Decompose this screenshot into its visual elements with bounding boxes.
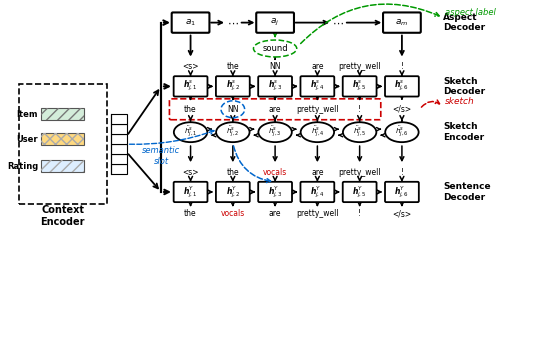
Text: $\boldsymbol{\ddot{h}}^s_{j,5}$: $\boldsymbol{\ddot{h}}^s_{j,5}$ bbox=[353, 124, 366, 140]
Text: $\cdots$: $\cdots$ bbox=[227, 17, 239, 28]
Text: $\boldsymbol{h}^s_{j,6}$: $\boldsymbol{h}^s_{j,6}$ bbox=[394, 79, 409, 94]
FancyBboxPatch shape bbox=[18, 84, 107, 204]
Text: !: ! bbox=[401, 167, 403, 177]
Text: $\boldsymbol{\ddot{h}}^s_{j,6}$: $\boldsymbol{\ddot{h}}^s_{j,6}$ bbox=[395, 124, 409, 140]
Text: $\boldsymbol{\ddot{h}}^s_{j,4}$: $\boldsymbol{\ddot{h}}^s_{j,4}$ bbox=[311, 124, 324, 140]
FancyBboxPatch shape bbox=[216, 76, 250, 96]
Ellipse shape bbox=[254, 40, 297, 57]
Text: $\boldsymbol{\ddot{h}}^s_{j,2}$: $\boldsymbol{\ddot{h}}^s_{j,2}$ bbox=[226, 124, 239, 140]
Text: Aspect
Decoder: Aspect Decoder bbox=[443, 13, 485, 32]
Text: !: ! bbox=[358, 105, 361, 114]
Ellipse shape bbox=[343, 122, 376, 142]
Text: $\boldsymbol{a_m}$: $\boldsymbol{a_m}$ bbox=[395, 17, 408, 28]
Text: are: are bbox=[269, 105, 281, 114]
Ellipse shape bbox=[258, 122, 292, 142]
Text: Sentence
Decoder: Sentence Decoder bbox=[443, 182, 491, 202]
FancyBboxPatch shape bbox=[300, 76, 334, 96]
Text: vocals: vocals bbox=[263, 167, 287, 177]
Bar bbox=[41, 133, 84, 145]
Text: are: are bbox=[311, 167, 324, 177]
Text: <s>: <s> bbox=[182, 62, 199, 71]
Text: $\boldsymbol{h}^s_{j,2}$: $\boldsymbol{h}^s_{j,2}$ bbox=[225, 79, 240, 94]
Text: $\cdots$: $\cdots$ bbox=[332, 17, 344, 28]
Text: the: the bbox=[184, 105, 197, 114]
FancyBboxPatch shape bbox=[172, 12, 209, 33]
Bar bbox=[111, 144, 127, 154]
FancyBboxPatch shape bbox=[385, 182, 419, 202]
FancyBboxPatch shape bbox=[258, 76, 292, 96]
Text: are: are bbox=[311, 62, 324, 71]
FancyBboxPatch shape bbox=[170, 99, 381, 120]
Text: sound: sound bbox=[262, 44, 288, 53]
FancyBboxPatch shape bbox=[173, 76, 207, 96]
FancyBboxPatch shape bbox=[343, 76, 377, 96]
Bar bbox=[111, 114, 127, 124]
Text: Sketch
Decoder: Sketch Decoder bbox=[443, 77, 485, 96]
Bar bbox=[111, 124, 127, 134]
FancyBboxPatch shape bbox=[383, 12, 421, 33]
Text: $\boldsymbol{h}^s_{j,1}$: $\boldsymbol{h}^s_{j,1}$ bbox=[183, 79, 198, 94]
Text: $\boldsymbol{a_j}$: $\boldsymbol{a_j}$ bbox=[270, 17, 280, 28]
Text: the: the bbox=[227, 62, 239, 71]
FancyBboxPatch shape bbox=[385, 76, 419, 96]
Text: $\boldsymbol{h}^Y_{j,1}$: $\boldsymbol{h}^Y_{j,1}$ bbox=[183, 184, 198, 200]
Text: $\boldsymbol{h}^s_{j,4}$: $\boldsymbol{h}^s_{j,4}$ bbox=[310, 79, 325, 94]
Text: User: User bbox=[17, 135, 38, 144]
Text: the: the bbox=[184, 209, 197, 218]
Text: <s>: <s> bbox=[182, 167, 199, 177]
Ellipse shape bbox=[174, 122, 207, 142]
Text: Sketch
Encoder: Sketch Encoder bbox=[443, 123, 484, 142]
Text: pretty_well: pretty_well bbox=[338, 167, 381, 177]
Text: Rating: Rating bbox=[7, 162, 38, 171]
Text: semantic
slot: semantic slot bbox=[142, 146, 180, 166]
Text: aspect label: aspect label bbox=[445, 8, 496, 17]
FancyBboxPatch shape bbox=[258, 182, 292, 202]
Text: $\boldsymbol{h}^Y_{j,2}$: $\boldsymbol{h}^Y_{j,2}$ bbox=[225, 184, 240, 200]
Text: !: ! bbox=[401, 62, 403, 71]
Text: Item: Item bbox=[17, 110, 38, 119]
Bar bbox=[41, 160, 84, 172]
Bar bbox=[111, 154, 127, 164]
Text: pretty_well: pretty_well bbox=[296, 105, 338, 114]
Text: !: ! bbox=[358, 209, 361, 218]
Bar bbox=[41, 108, 84, 120]
Text: $\boldsymbol{a_1}$: $\boldsymbol{a_1}$ bbox=[185, 17, 196, 28]
Text: $\boldsymbol{h}^Y_{j,5}$: $\boldsymbol{h}^Y_{j,5}$ bbox=[352, 184, 367, 200]
Bar bbox=[41, 108, 84, 120]
Text: NN: NN bbox=[269, 62, 281, 71]
Bar bbox=[111, 134, 127, 144]
FancyBboxPatch shape bbox=[300, 182, 334, 202]
Ellipse shape bbox=[216, 122, 249, 142]
Bar bbox=[41, 160, 84, 172]
Bar bbox=[111, 164, 127, 174]
Text: pretty_well: pretty_well bbox=[338, 62, 381, 71]
Ellipse shape bbox=[385, 122, 419, 142]
Bar bbox=[41, 133, 84, 145]
Text: the: the bbox=[227, 167, 239, 177]
Text: are: are bbox=[269, 209, 281, 218]
Text: $\boldsymbol{h}^s_{j,5}$: $\boldsymbol{h}^s_{j,5}$ bbox=[352, 79, 367, 94]
Text: $\boldsymbol{h}^Y_{j,4}$: $\boldsymbol{h}^Y_{j,4}$ bbox=[310, 184, 325, 200]
Text: $\boldsymbol{h}^Y_{j,3}$: $\boldsymbol{h}^Y_{j,3}$ bbox=[268, 184, 283, 200]
Text: $\boldsymbol{\ddot{h}}^s_{j,1}$: $\boldsymbol{\ddot{h}}^s_{j,1}$ bbox=[184, 124, 197, 140]
Ellipse shape bbox=[301, 122, 334, 142]
Text: NN: NN bbox=[227, 105, 239, 114]
FancyBboxPatch shape bbox=[216, 182, 250, 202]
Text: $\boldsymbol{h}^s_{j,3}$: $\boldsymbol{h}^s_{j,3}$ bbox=[268, 79, 283, 94]
FancyBboxPatch shape bbox=[173, 182, 207, 202]
Text: sketch: sketch bbox=[445, 97, 475, 106]
Text: pretty_well: pretty_well bbox=[296, 209, 338, 218]
FancyBboxPatch shape bbox=[343, 182, 377, 202]
Text: vocals: vocals bbox=[220, 209, 245, 218]
Text: </s>: </s> bbox=[392, 209, 412, 218]
FancyBboxPatch shape bbox=[257, 12, 294, 33]
Text: $\boldsymbol{h}^Y_{j,6}$: $\boldsymbol{h}^Y_{j,6}$ bbox=[394, 184, 409, 200]
Text: </s>: </s> bbox=[392, 105, 412, 114]
Text: $\boldsymbol{\ddot{h}}^s_{j,3}$: $\boldsymbol{\ddot{h}}^s_{j,3}$ bbox=[268, 124, 282, 140]
Text: Context
Encoder: Context Encoder bbox=[40, 205, 85, 227]
